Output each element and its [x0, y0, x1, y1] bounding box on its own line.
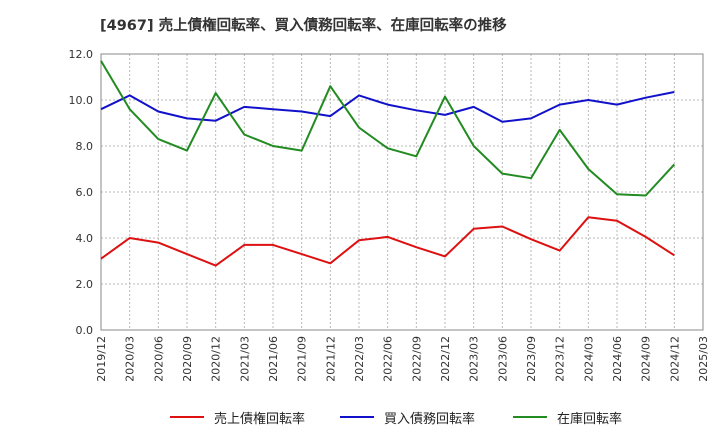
y-tick-label: 2.0 [76, 278, 94, 291]
x-tick-label: 2022/03 [353, 336, 366, 382]
y-tick-label: 0.0 [76, 324, 94, 337]
axes [100, 53, 704, 331]
legend-swatch-inventory [513, 416, 547, 418]
x-tick-label: 2022/09 [410, 336, 423, 382]
x-tick-label: 2024/03 [582, 336, 595, 382]
series-line-2 [100, 60, 676, 197]
x-tick-label: 2025/03 [697, 336, 710, 382]
x-tick-label: 2020/06 [152, 336, 165, 382]
x-tick-label: 2021/06 [267, 336, 280, 382]
y-tick-labels: 0.0 2.0 4.0 6.0 8.0 10.0 12.0 [69, 48, 94, 337]
series-lines [100, 60, 676, 267]
x-tick-label: 2021/12 [324, 336, 337, 382]
legend-label-payables: 買入債務回転率 [384, 411, 476, 427]
line-chart: 0.02.04.06.08.010.012.0 2019/12 2020/03 20… [69, 48, 711, 382]
x-tick-label: 2020/09 [181, 336, 194, 382]
x-tick-label: 2023/12 [554, 336, 567, 382]
x-tick-label: 2021/09 [296, 336, 309, 382]
x-tick-label: 2022/06 [382, 336, 395, 382]
legend-swatch-receivables [170, 416, 204, 418]
x-tick-label: 2023/03 [468, 336, 481, 382]
x-tick-label: 2020/12 [210, 336, 223, 382]
legend-item-payables: 買入債務回転率 [340, 406, 475, 428]
y-tick-label: 10.0 [69, 94, 94, 107]
x-tick-label: 2024/09 [640, 336, 653, 382]
series-line-1 [100, 91, 675, 123]
x-tick-label: 2022/12 [439, 336, 452, 382]
x-tick-label: 2019/12 [95, 336, 108, 382]
y-tick-label: 4.0 [76, 232, 94, 245]
plot-frame [100, 53, 704, 331]
legend-label-inventory: 在庫回転率 [557, 411, 623, 427]
y-tick-label: 12.0 [69, 48, 94, 61]
x-tick-label: 2020/03 [124, 336, 137, 382]
y-tick-label: 6.0 [76, 186, 94, 199]
x-tick-label: 2021/03 [238, 336, 251, 382]
legend-item-receivables: 売上債権回転率 [170, 406, 305, 428]
chart-title: [4967] 売上債権回転率、買入債務回転率、在庫回転率の推移 [100, 18, 507, 34]
legend-label-receivables: 売上債権回転率 [214, 411, 306, 427]
grid-lines [101, 53, 703, 330]
legend-item-inventory: 在庫回転率 [513, 406, 622, 428]
x-tick-label: 2023/09 [525, 336, 538, 382]
x-tick-labels: 2019/12 2020/03 2020/06 2020/09 2020/12 2021/… [95, 336, 710, 382]
x-tick-label: 2024/12 [668, 336, 681, 382]
x-tick-label: 2023/06 [496, 336, 509, 382]
legend-swatch-payables [340, 416, 374, 418]
x-tick-label: 2024/06 [611, 336, 624, 382]
legend: 売上債権回転率 買入債務回転率 在庫回転率 [0, 406, 720, 428]
series-line-0 [100, 216, 675, 267]
y-tick-label: 8.0 [76, 140, 94, 153]
